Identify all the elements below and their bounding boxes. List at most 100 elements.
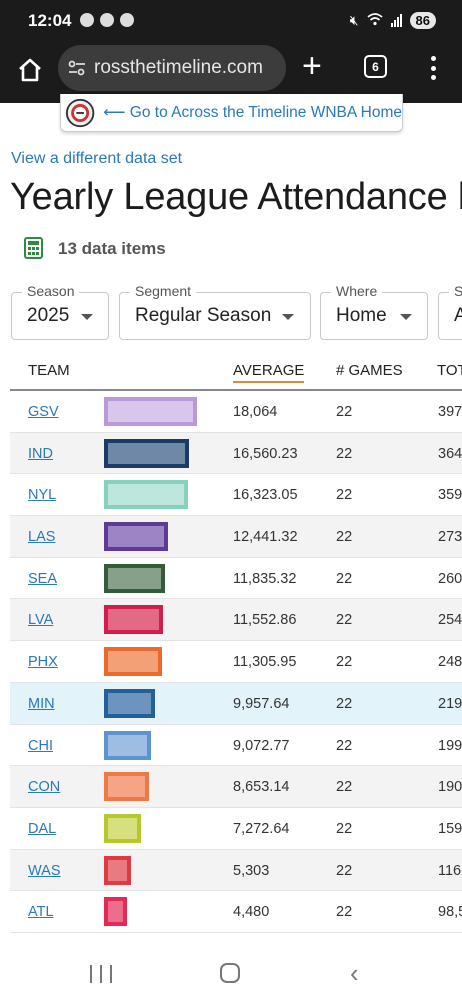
attendance-bar (104, 772, 149, 802)
total-cell: 260 (438, 570, 462, 587)
site-settings-icon[interactable] (66, 57, 88, 79)
battery-indicator: 86 (409, 12, 436, 29)
table-body: GSV 18,064 22 397 IND 16,560.23 22 364 NYL 16,323… (10, 391, 462, 933)
table-row: CHI 9,072.77 22 199 (10, 725, 462, 767)
fourth-label: S (449, 283, 462, 299)
average-cell: 9,072.77 (233, 737, 290, 754)
games-cell: 22 (336, 862, 353, 879)
recent-apps-icon[interactable] (90, 965, 112, 983)
table-row: PHX 11,305.95 22 248 (10, 641, 462, 683)
segment-value: Regular Season (135, 305, 272, 326)
attendance-bar (104, 480, 188, 510)
attendance-bar (104, 897, 127, 927)
table-row: WAS 5,303 22 116 (10, 849, 462, 892)
wifi-icon (367, 12, 383, 29)
average-cell: 8,653.14 (233, 779, 290, 796)
spreadsheet-icon (24, 237, 43, 259)
fourth-value: A (454, 305, 462, 326)
team-link[interactable]: WAS (28, 862, 61, 879)
data-items-count: 13 data items (24, 237, 166, 261)
attendance-bar (104, 730, 151, 760)
average-cell: 12,441.32 (233, 529, 298, 546)
average-cell: 18,064 (233, 404, 278, 420)
view-different-data-link[interactable]: View a different data set (11, 150, 183, 167)
team-link[interactable]: ATL (28, 904, 54, 921)
overflow-menu-icon[interactable] (426, 54, 440, 82)
table-row: DAL 7,272.64 22 159 (10, 808, 462, 850)
table-row: LAS 12,441.32 22 273 (10, 516, 462, 558)
total-column-header[interactable]: TOT (437, 362, 462, 379)
team-link[interactable]: CON (28, 779, 61, 796)
home-banner[interactable]: ⟵ Go to Across the Timeline WNBA Home (60, 94, 403, 132)
games-cell: 22 (336, 820, 353, 837)
team-link[interactable]: NYL (28, 487, 57, 504)
new-tab-button[interactable]: + (302, 47, 322, 85)
average-cell: 16,560.23 (233, 445, 298, 462)
total-cell: 219 (438, 695, 462, 712)
games-column-header[interactable]: # GAMES (336, 362, 403, 379)
url-text: rossthetimeline.com (94, 57, 263, 78)
table-row: LVA 11,552.86 22 254 (10, 599, 462, 642)
back-icon[interactable]: ‹ (350, 958, 359, 988)
address-bar[interactable]: rossthetimeline.com (58, 45, 286, 91)
total-cell: 273 (438, 529, 462, 546)
team-link[interactable]: CHI (28, 737, 53, 754)
table-header: TEAM AVERAGE # GAMES TOT (10, 350, 462, 391)
team-column-header[interactable]: TEAM (28, 362, 70, 379)
site-logo-icon (65, 98, 95, 127)
home-link[interactable]: ⟵ Go to Across the Timeline WNBA Home (103, 104, 402, 121)
games-cell: 22 (336, 695, 353, 712)
average-column-header[interactable]: AVERAGE (233, 362, 305, 383)
table-row: CON 8,653.14 22 190 (10, 766, 462, 808)
page-title: Yearly League Attendance b (10, 176, 462, 218)
signal-icon (390, 14, 402, 27)
table-row: IND 16,560.23 22 364 (10, 432, 462, 475)
season-select[interactable]: Season 2025 (11, 283, 109, 340)
attendance-bar (104, 397, 197, 426)
attendance-bar (104, 813, 141, 843)
total-cell: 190 (438, 779, 462, 796)
games-cell: 22 (336, 737, 353, 754)
attendance-bar (104, 438, 189, 468)
attendance-bar (104, 522, 168, 552)
table-row: MIN 9,957.64 22 219 (10, 682, 462, 725)
games-cell: 22 (336, 904, 353, 921)
average-cell: 4,480 (233, 904, 270, 921)
team-link[interactable]: LVA (28, 612, 54, 629)
games-cell: 22 (336, 779, 353, 796)
segment-label: Segment (130, 283, 197, 299)
average-cell: 11,835.32 (233, 570, 297, 587)
team-link[interactable]: MIN (28, 695, 55, 712)
team-link[interactable]: IND (28, 445, 53, 462)
team-link[interactable]: GSV (28, 404, 59, 420)
team-link[interactable]: SEA (28, 570, 58, 587)
home-icon[interactable] (16, 56, 44, 84)
fourth-select[interactable]: S A (438, 283, 462, 340)
status-bar: 12:04 🔇︎ 86 (0, 0, 462, 42)
total-cell: 98,5 (438, 904, 462, 921)
table-row: ATL 4,480 22 98,5 (10, 891, 462, 933)
notification-app-icon (120, 13, 134, 27)
home-nav-icon[interactable] (220, 963, 240, 983)
average-cell: 7,272.64 (233, 820, 290, 837)
notification-app-icon (80, 13, 94, 27)
attendance-table: TEAM AVERAGE # GAMES TOT GSV 18,064 22 397 I… (10, 350, 462, 933)
where-select[interactable]: Where Home (320, 283, 428, 340)
attendance-bar (104, 855, 131, 885)
team-link[interactable]: LAS (28, 529, 56, 546)
total-cell: 397 (438, 404, 462, 420)
data-items-label: 13 data items (58, 239, 166, 258)
games-cell: 22 (336, 570, 353, 587)
average-cell: 5,303 (233, 862, 270, 879)
total-cell: 364 (438, 445, 462, 462)
total-cell: 254 (438, 612, 462, 629)
team-link[interactable]: PHX (28, 654, 58, 671)
chevron-down-icon (81, 314, 93, 320)
table-row: NYL 16,323.05 22 359 (10, 474, 462, 517)
status-time: 12:04 (28, 11, 72, 30)
team-link[interactable]: DAL (28, 820, 57, 837)
attendance-bar (104, 688, 155, 718)
chevron-down-icon (282, 314, 294, 320)
segment-select[interactable]: Segment Regular Season (119, 283, 311, 340)
tab-switcher-button[interactable]: 6 (364, 55, 387, 78)
